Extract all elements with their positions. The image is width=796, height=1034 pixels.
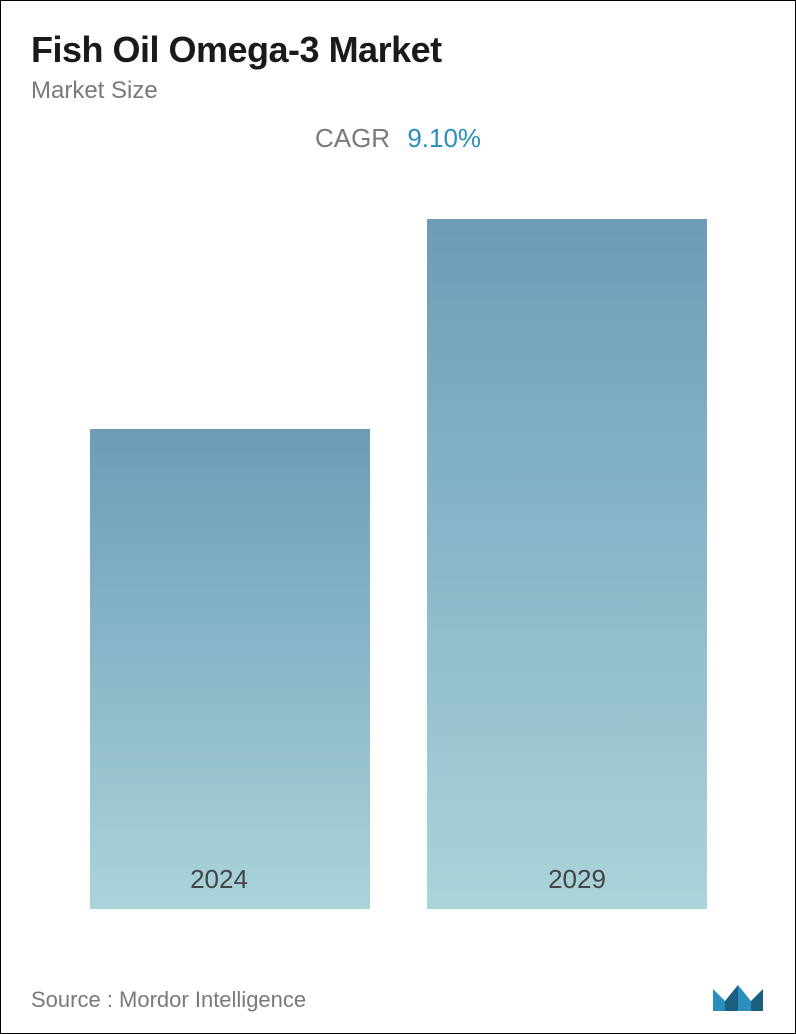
bar-label-2029: 2029 [437,864,717,895]
bar-slot-2024: 2024 [90,429,370,909]
cagr-value: 9.10% [407,123,481,153]
page-title: Fish Oil Omega-3 Market [31,29,765,71]
bar-chart: 2024 2029 [31,174,765,969]
footer-row: Source : Mordor Intelligence [31,977,765,1013]
mordor-logo-icon [711,977,765,1013]
bar-slot-2029: 2029 [427,219,707,909]
bar-2029 [427,219,707,909]
bar-label-2024: 2024 [79,864,359,895]
cagr-label: CAGR [315,123,390,153]
page-subtitle: Market Size [31,77,765,105]
cagr-row: CAGR 9.10% [31,123,765,154]
bar-2024 [90,429,370,909]
bars-container: 2024 2029 [31,219,765,909]
chart-page: Fish Oil Omega-3 Market Market Size CAGR… [0,0,796,1034]
source-text: Source : Mordor Intelligence [31,987,306,1013]
